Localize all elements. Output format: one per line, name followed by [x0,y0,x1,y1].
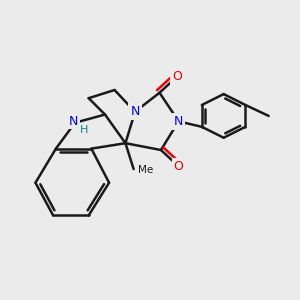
Text: O: O [174,160,184,173]
Text: N: N [130,105,140,118]
Text: Me: Me [138,166,153,176]
Text: N: N [69,115,78,128]
Text: O: O [172,70,182,83]
Text: N: N [174,115,183,128]
Text: H: H [80,125,88,135]
